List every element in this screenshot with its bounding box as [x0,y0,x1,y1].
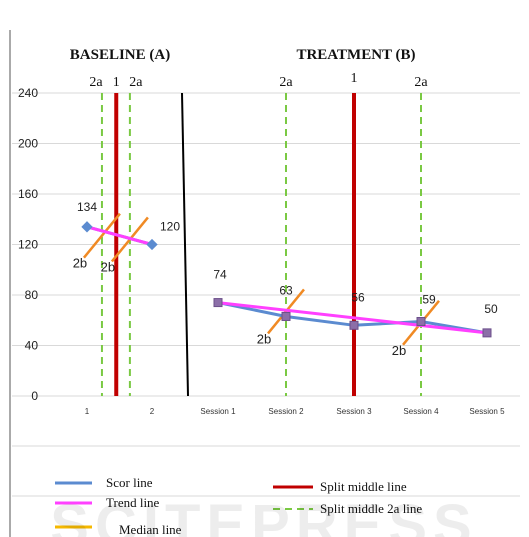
split-2b-label: 2b [392,343,406,358]
split-2b-marker [82,212,121,259]
legend-label: Median line [119,522,182,537]
data-point [416,317,426,327]
data-label: 59 [422,293,436,307]
x-tick-label: Session 4 [403,407,439,416]
phase-title-baseline: BASELINE (A) [70,47,170,63]
split-line-label: 1 [351,71,358,86]
y-tick-label: 240 [18,86,38,100]
y-tick-label: 40 [25,339,39,353]
data-point [349,320,359,330]
phase-titles: BASELINE (A) TREATMENT (B) [70,47,416,63]
y-axis: 0 40 80 120 160 200 240 [18,86,38,403]
x-tick-label: Session 3 [336,407,372,416]
legend-label: Split middle line [320,479,407,494]
x-tick-label: 2 [150,407,155,416]
data-point [146,238,158,251]
legend-label: Trend line [106,495,160,510]
data-point [482,328,492,338]
x-tick-label: 1 [85,407,90,416]
x-tick-label: Session 5 [469,407,505,416]
data-label: 120 [160,220,180,234]
watermark: SCITEPRESS [50,493,477,537]
grid [9,30,520,537]
legend-label: Scor line [106,475,153,490]
trend-line [217,301,488,335]
data-point [213,298,223,308]
x-tick-label: Session 1 [200,407,236,416]
split-2b-label: 2b [73,256,87,271]
data-label: 134 [77,200,97,214]
y-tick-label: 120 [18,238,38,252]
split-2b-label: 2b [101,259,115,274]
split-line-label: 2a [279,75,293,90]
data-point [281,311,291,321]
split-line-label: 1 [113,75,120,90]
y-tick-label: 160 [18,187,38,201]
phase-change-line [181,92,189,397]
x-tick-label: Session 2 [268,407,304,416]
split-2b-label: 2b [257,331,271,346]
split-line-label: 2a [89,75,103,90]
phase-title-treatment: TREATMENT (B) [296,47,415,63]
legend-label: Split middle 2a line [320,501,422,516]
y-tick-label: 200 [18,137,38,151]
data-label: 63 [279,283,293,297]
data-points: 134 120 74 63 56 59 50 [77,200,498,338]
data-label: 56 [351,290,365,304]
y-tick-label: 0 [31,389,38,403]
y-tick-label: 80 [25,288,39,302]
legend: Scor line Trend line Median line Split midd… [50,475,477,537]
split-line-label: 2a [414,75,428,90]
x-axis: 1 2 Session 1 Session 2 Session 3 Session 4 Se… [85,407,505,416]
data-label: 50 [484,302,498,316]
data-label: 74 [213,268,227,282]
trend-line [86,225,153,246]
split-line-label: 2a [129,75,143,90]
